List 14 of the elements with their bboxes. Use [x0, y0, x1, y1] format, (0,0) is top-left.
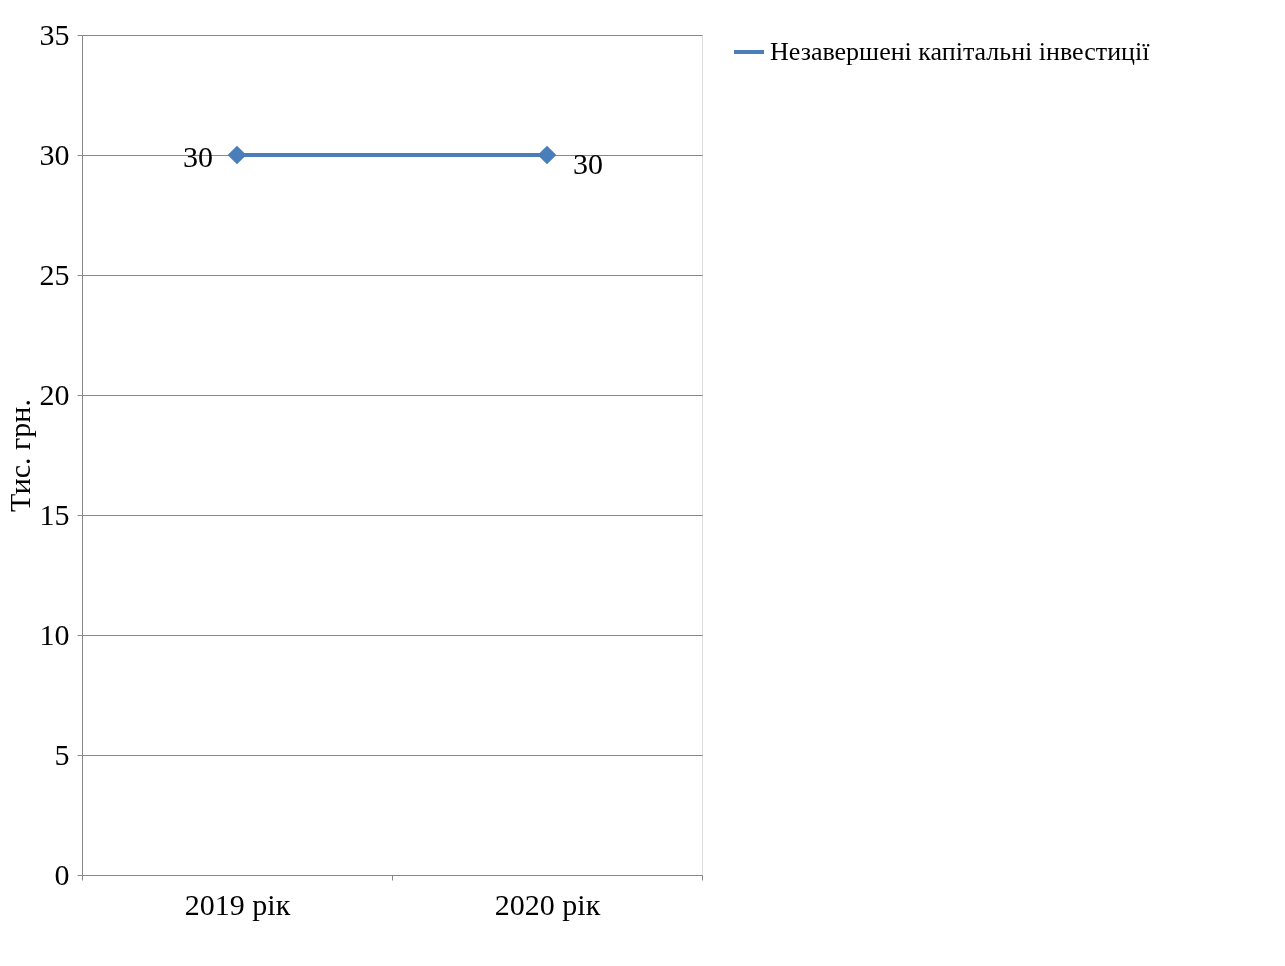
legend-label: Незавершені капітальні інвестиції — [770, 37, 1151, 66]
y-tick-label: 5 — [54, 737, 70, 771]
y-tick-label: 35 — [39, 17, 70, 51]
y-axis-title: Тис. грн. — [2, 399, 36, 512]
data-label: 30 — [183, 140, 213, 173]
x-tick-label: 2019 рік — [184, 887, 291, 921]
y-tick-label: 15 — [39, 497, 70, 531]
x-tick-label: 2020 рік — [494, 887, 601, 921]
y-tick-label: 10 — [39, 617, 70, 651]
data-label: 30 — [573, 147, 603, 180]
y-tick-label: 0 — [54, 857, 70, 891]
y-tick-label: 25 — [39, 257, 70, 291]
y-tick-label: 30 — [39, 137, 70, 171]
y-tick-label: 20 — [39, 377, 70, 411]
